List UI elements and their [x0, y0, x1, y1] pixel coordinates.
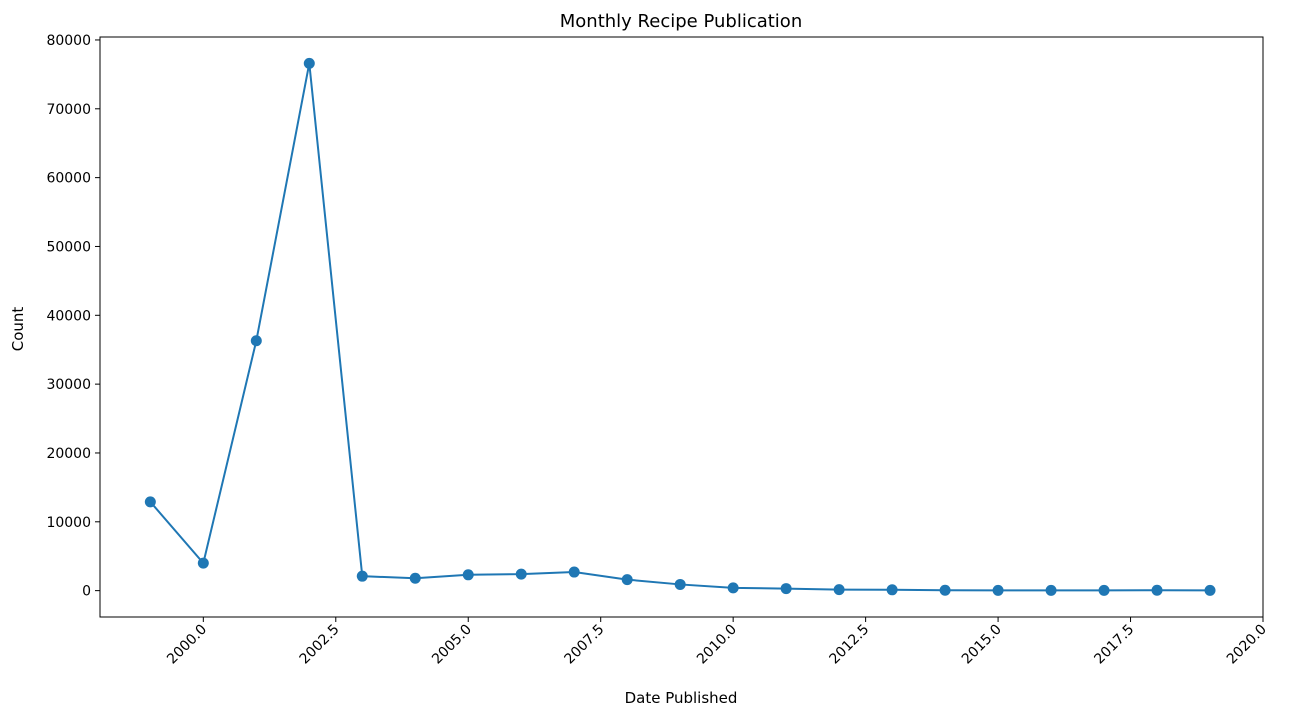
- series-line: [149, 63, 1211, 592]
- y-tick-label: 0: [82, 584, 91, 600]
- x-tick-label: 2015.0: [959, 622, 1005, 668]
- series-line-group: [144, 57, 1216, 596]
- data-point: [409, 572, 421, 584]
- data-point: [303, 57, 315, 69]
- data-point: [462, 569, 474, 581]
- data-point: [833, 584, 845, 596]
- data-point: [939, 584, 951, 596]
- y-axis-label: Count: [9, 307, 27, 352]
- data-point: [886, 584, 898, 596]
- x-tick-label: 2010.0: [694, 622, 740, 668]
- x-axis: 2000.0 2002.5 2005.0 2007.5 2010.0 2012.5 2015…: [164, 617, 1270, 667]
- y-tick-label: 70000: [46, 102, 91, 118]
- x-axis-label: Date Published: [625, 689, 738, 707]
- y-axis: 0 10000 20000 30000 40000 50000 60000 70000 8000…: [46, 33, 100, 600]
- y-tick-label: 30000: [46, 377, 91, 393]
- data-point: [1098, 584, 1110, 596]
- data-point: [1204, 584, 1216, 596]
- data-point: [250, 335, 262, 347]
- y-tick-label: 50000: [46, 239, 91, 255]
- data-point: [727, 582, 739, 594]
- data-point: [356, 570, 368, 582]
- x-tick-label: 2012.5: [826, 622, 872, 668]
- x-tick-label: 2007.5: [562, 622, 608, 668]
- data-point: [780, 583, 792, 595]
- data-point: [1151, 584, 1163, 596]
- data-point: [144, 496, 156, 508]
- y-tick-label: 40000: [46, 308, 91, 324]
- chart-title: Monthly Recipe Publication: [560, 11, 802, 32]
- y-tick-label: 10000: [46, 515, 91, 531]
- data-point: [621, 574, 633, 586]
- x-tick-label: 2000.0: [164, 622, 210, 668]
- data-point: [197, 557, 209, 569]
- x-tick-label: 2002.5: [297, 622, 343, 668]
- x-tick-label: 2020.0: [1224, 622, 1270, 668]
- data-point: [1045, 584, 1057, 596]
- y-tick-label: 60000: [46, 171, 91, 187]
- y-tick-label: 80000: [46, 33, 91, 49]
- data-point: [992, 584, 1004, 596]
- x-tick-label: 2005.0: [429, 622, 475, 668]
- data-point: [568, 566, 580, 578]
- data-point: [515, 568, 527, 580]
- data-point: [674, 578, 686, 590]
- x-tick-label: 2017.5: [1091, 622, 1137, 668]
- plot-area: [99, 36, 1264, 618]
- y-tick-label: 20000: [46, 446, 91, 462]
